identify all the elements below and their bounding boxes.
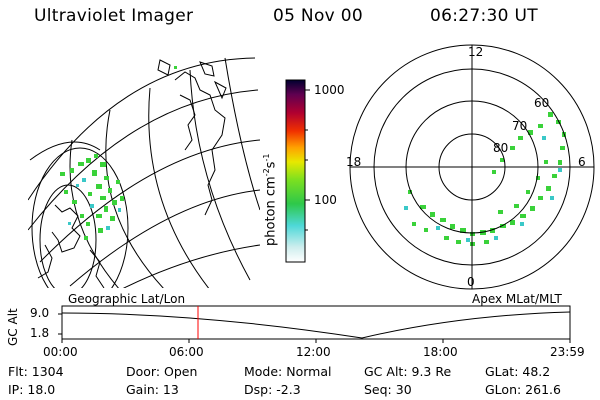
ip-value: IP: 18.0 [8,382,56,397]
instrument-title: Ultraviolet Imager [34,6,194,26]
altitude-timeline [58,305,571,343]
mlat-label-60: 60 [534,96,550,110]
colorbar-tick-1000: 1000 [314,83,345,97]
time-label: 06:27:30 UT [430,6,538,26]
time-tick-0000: 00:00 [43,345,78,359]
colorbar [285,79,306,263]
date-label: 05 Nov 00 [273,6,363,26]
glon-value: GLon: 261.6 [485,382,561,397]
colorbar-unit-label: photon cm-2s-1 [262,153,279,246]
flight-number: Flt: 1304 [8,364,64,379]
mlt-label-0: 0 [467,275,475,289]
geographic-map [28,57,260,288]
mlt-label-12: 12 [468,45,484,59]
mlat-label-70: 70 [512,119,528,133]
mlt-label-18: 18 [346,155,362,169]
altitude-ytick-9: 9.0 [30,306,50,320]
sequence-number: Seq: 30 [364,382,412,397]
gain-value: Gain: 13 [126,382,179,397]
altitude-ylabel: GC Alt [6,308,20,346]
mlt-label-6: 6 [578,155,586,169]
time-tick-0600: 06:00 [169,345,204,359]
colorbar-tick-100: 100 [314,193,337,207]
time-tick-2359: 23:59 [550,345,585,359]
polar-plot [349,44,595,290]
right-panel-caption: Apex MLat/MLT [472,292,562,306]
time-tick-1800: 18:00 [423,345,458,359]
dsp-value: Dsp: -2.3 [244,382,301,397]
glat-value: GLat: 48.2 [485,364,551,379]
altitude-ytick-1-8: 1.8 [30,326,50,340]
door-status: Door: Open [126,364,198,379]
mode-status: Mode: Normal [244,364,332,379]
mlat-label-80: 80 [493,141,509,155]
left-panel-caption: Geographic Lat/Lon [68,292,186,306]
gc-altitude: GC Alt: 9.3 Re [364,364,452,379]
time-tick-1200: 12:00 [296,345,331,359]
